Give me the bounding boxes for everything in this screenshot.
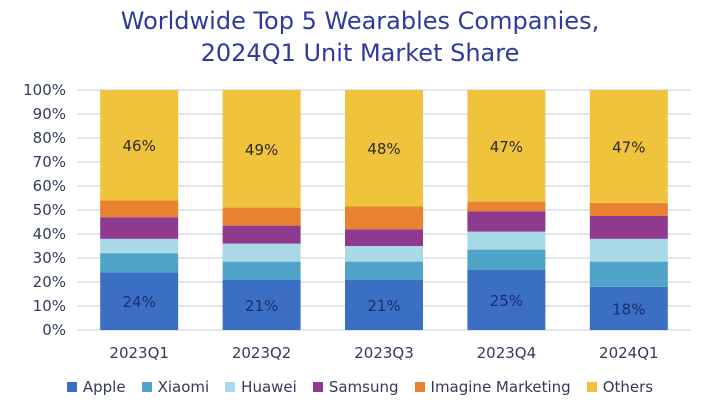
y-tick-label: 90%: [33, 105, 66, 123]
data-label: 24%: [123, 293, 156, 311]
bar-segment: [467, 90, 546, 202]
bar-segment: [222, 225, 301, 244]
bar-segment: [345, 279, 423, 330]
bar-segment: [100, 200, 179, 218]
data-label: 47%: [490, 138, 523, 156]
bar-segment: [222, 261, 301, 280]
x-tick-label: 2024Q1: [599, 344, 659, 362]
legend-swatch: [66, 382, 77, 392]
data-label: 21%: [245, 297, 278, 315]
data-label: 18%: [612, 300, 645, 318]
bar-segment: [222, 90, 301, 208]
data-label: 21%: [367, 297, 400, 315]
bar-segment: [589, 90, 668, 203]
legend-entry: Xiaomi: [141, 378, 210, 396]
y-tick-label: 30%: [33, 249, 66, 267]
legend-swatch: [586, 382, 597, 392]
legend-swatch: [141, 382, 152, 392]
bar-segment: [467, 231, 546, 250]
bar-segment: [345, 246, 423, 262]
bar-segment: [467, 201, 546, 212]
legend-swatch: [312, 382, 323, 392]
bar-segment: [345, 229, 423, 246]
x-tick-label: 2023Q3: [354, 344, 414, 362]
legend-label: Others: [602, 378, 654, 396]
chart-title-line-2: 2024Q1 Unit Market Share: [200, 39, 520, 67]
bar-segment: [100, 272, 179, 330]
y-tick-label: 60%: [33, 177, 66, 195]
legend-entry: Huawei: [225, 378, 297, 396]
y-tick-label: 0%: [42, 321, 66, 339]
data-label: 25%: [490, 292, 523, 310]
y-tick-label: 100%: [23, 81, 66, 99]
bar-segment: [467, 211, 546, 232]
bar-segment: [467, 249, 546, 270]
bar-segment: [589, 238, 668, 262]
bar-segment: [589, 286, 668, 330]
bar-segment: [589, 202, 668, 216]
y-tick-label: 80%: [33, 129, 66, 147]
bar-segment: [100, 253, 179, 273]
bar-segment: [222, 243, 301, 262]
y-tick-label: 50%: [33, 201, 66, 219]
legend-entry: Apple: [66, 378, 126, 396]
chart-title-line-1: Worldwide Top 5 Wearables Companies,: [120, 7, 600, 35]
chart-legend: Apple Xiaomi Huawei Samsung Imagine Marketin…: [0, 378, 720, 396]
x-tick-label: 2023Q1: [109, 344, 169, 362]
bar-segment: [222, 207, 301, 226]
legend-label: Imagine Marketing: [430, 378, 571, 396]
bar-segment: [589, 261, 668, 287]
x-tick-label: 2023Q4: [477, 344, 537, 362]
legend-label: Xiaomi: [157, 378, 210, 396]
bar-segment: [222, 279, 301, 330]
y-tick-label: 10%: [33, 297, 66, 315]
y-tick-label: 20%: [33, 273, 66, 291]
y-tick-label: 70%: [33, 153, 66, 171]
data-label: 49%: [245, 141, 278, 159]
bar-segment: [100, 238, 179, 254]
data-label: 48%: [367, 140, 400, 158]
legend-entry: Samsung: [312, 378, 399, 396]
data-label: 46%: [123, 137, 156, 155]
x-tick-label: 2023Q2: [232, 344, 292, 362]
bar-segment: [100, 217, 179, 239]
bar-segment: [100, 90, 179, 201]
legend-entry: Imagine Marketing: [414, 378, 571, 396]
legend-entry: Others: [586, 378, 654, 396]
y-tick-label: 40%: [33, 225, 66, 243]
legend-swatch: [414, 382, 425, 392]
bar-segment: [345, 261, 423, 280]
bar-segment: [345, 90, 423, 207]
bar-segment: [467, 270, 546, 330]
legend-label: Apple: [82, 378, 126, 396]
legend-label: Samsung: [328, 378, 399, 396]
bar-segment: [345, 206, 423, 230]
legend-swatch: [225, 382, 236, 392]
legend-label: Huawei: [241, 378, 297, 396]
bar-segment: [589, 216, 668, 239]
data-label: 47%: [612, 138, 645, 156]
